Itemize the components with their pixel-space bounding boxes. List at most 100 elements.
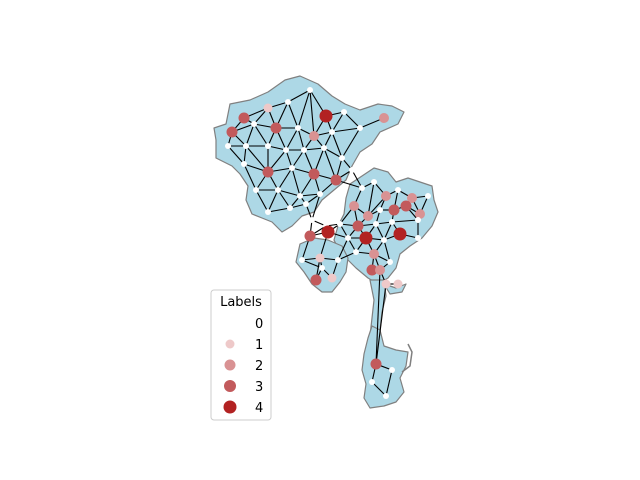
graph-node bbox=[243, 143, 249, 149]
graph-node bbox=[379, 113, 389, 123]
graph-node bbox=[393, 279, 403, 289]
graph-node bbox=[283, 147, 289, 153]
graph-edge bbox=[323, 147, 343, 159]
graph-node bbox=[373, 221, 379, 227]
graph-node bbox=[395, 187, 401, 193]
graph-edge bbox=[367, 181, 375, 217]
graph-node bbox=[270, 122, 282, 134]
graph-edge bbox=[227, 145, 245, 165]
graph-edge bbox=[245, 123, 255, 147]
graph-node bbox=[389, 219, 395, 225]
graph-edge bbox=[323, 147, 337, 181]
graph-edge bbox=[267, 145, 287, 151]
graph-edge bbox=[267, 189, 279, 213]
graph-node bbox=[381, 237, 387, 243]
legend-entry: 4 bbox=[223, 400, 263, 416]
graph-edge bbox=[299, 193, 321, 197]
graph-node bbox=[341, 109, 347, 115]
region-east bbox=[333, 167, 439, 285]
graph-node bbox=[363, 211, 373, 221]
graph-edge bbox=[297, 89, 311, 129]
graph-node bbox=[285, 99, 291, 105]
legend-label: 4 bbox=[255, 401, 263, 416]
graph-node bbox=[345, 235, 351, 241]
graph-node bbox=[321, 145, 327, 151]
graph-edge bbox=[337, 251, 357, 261]
graph-edge bbox=[243, 145, 247, 165]
graph-node bbox=[393, 227, 407, 241]
graph-node bbox=[400, 200, 412, 212]
graph-node bbox=[425, 193, 431, 199]
graph-node bbox=[352, 220, 364, 232]
legend-marker bbox=[224, 380, 236, 392]
graph-edge bbox=[253, 123, 269, 147]
graph-node bbox=[297, 193, 303, 199]
graph-node bbox=[304, 230, 316, 242]
graph-node bbox=[335, 257, 341, 263]
graph-edge bbox=[267, 207, 291, 213]
legend-entry: 0 bbox=[224, 317, 263, 332]
graph-node bbox=[317, 191, 323, 197]
graph-node bbox=[329, 129, 335, 135]
graph-node bbox=[319, 109, 333, 123]
graph-node bbox=[309, 131, 319, 141]
legend-label: 2 bbox=[255, 359, 263, 374]
legend-marker bbox=[223, 400, 237, 414]
graph-node bbox=[371, 179, 377, 185]
graph-edge bbox=[297, 127, 305, 151]
graph-node bbox=[303, 201, 309, 207]
graph-edge bbox=[245, 145, 269, 173]
graph-node bbox=[357, 125, 363, 131]
graph-node bbox=[327, 273, 337, 283]
graph-node bbox=[415, 217, 421, 223]
graph-edge bbox=[351, 169, 363, 189]
graph-edge bbox=[243, 163, 257, 191]
legend-title: Labels bbox=[220, 295, 262, 310]
graph-node bbox=[330, 174, 342, 186]
graph-node bbox=[388, 204, 400, 216]
node-layer bbox=[225, 87, 431, 399]
graph-node bbox=[349, 167, 355, 173]
graph-node bbox=[359, 231, 373, 245]
graph-node bbox=[263, 103, 273, 113]
graph-node bbox=[359, 185, 365, 191]
graph-node bbox=[225, 143, 231, 149]
graph-node bbox=[241, 161, 247, 167]
graph-node bbox=[307, 87, 313, 93]
graph-edge bbox=[291, 149, 305, 169]
legend-label: 1 bbox=[255, 338, 263, 353]
graph-edge bbox=[287, 101, 299, 129]
graph-edge bbox=[375, 283, 387, 365]
graph-node bbox=[265, 143, 271, 149]
legend-label: 3 bbox=[255, 380, 263, 395]
graph-edge bbox=[391, 219, 419, 223]
legend-entry: 3 bbox=[224, 380, 263, 395]
graph-node bbox=[337, 221, 343, 227]
graph-node bbox=[339, 155, 345, 161]
graph-edge bbox=[277, 189, 291, 209]
graph-edge bbox=[331, 127, 361, 133]
graph-node bbox=[265, 209, 271, 215]
graph-node bbox=[262, 166, 274, 178]
legend-marker bbox=[224, 317, 236, 329]
graph-node bbox=[251, 121, 257, 127]
graph-node bbox=[366, 264, 378, 276]
legend-marker bbox=[224, 359, 236, 371]
graph-edge bbox=[331, 131, 343, 159]
graph-node bbox=[226, 126, 238, 138]
graph-node bbox=[383, 393, 389, 399]
legend-entry: 1 bbox=[225, 338, 263, 353]
graph-edge bbox=[311, 193, 321, 221]
graph-node bbox=[308, 168, 320, 180]
graph-edge bbox=[343, 111, 361, 129]
graph-edge bbox=[277, 167, 293, 191]
graph-node bbox=[289, 165, 295, 171]
graph-node bbox=[381, 279, 391, 289]
graph-node bbox=[295, 125, 301, 131]
graph-edge bbox=[303, 147, 325, 151]
graph-edge bbox=[309, 89, 315, 137]
graph-node bbox=[309, 217, 315, 223]
graph-node bbox=[287, 205, 293, 211]
graph-node bbox=[415, 235, 421, 241]
